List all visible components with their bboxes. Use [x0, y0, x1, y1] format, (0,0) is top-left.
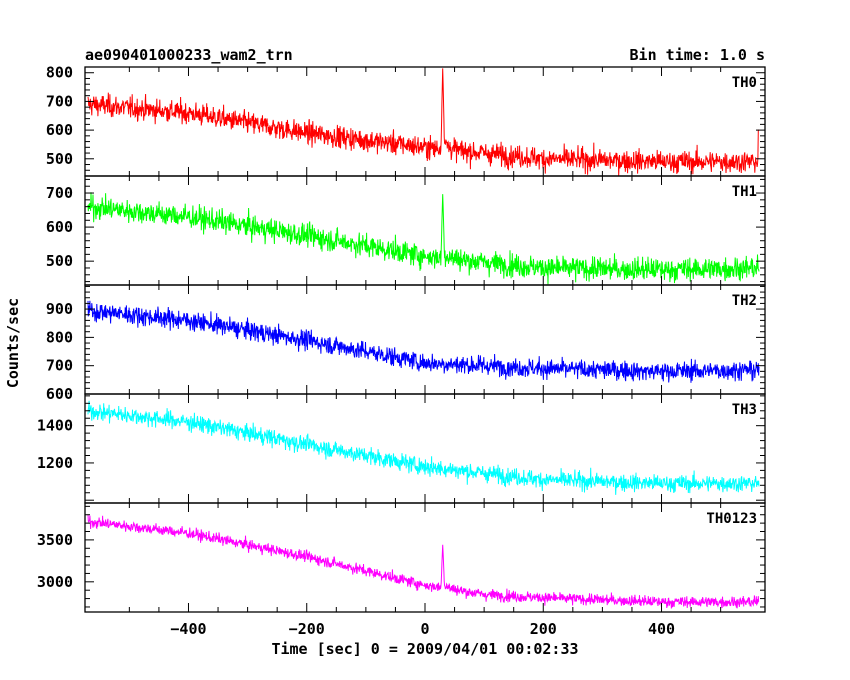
panels-group: 500 600 700 800 TH0 500 600 700 TH1 600 700 800 900 T…: [37, 64, 766, 638]
bin-time-label: Bin time: 1.0 s: [630, 46, 765, 64]
panel-label-th1: TH1: [732, 184, 757, 200]
series-line-th0: [87, 68, 759, 177]
panel-label-th0: TH0: [732, 75, 757, 91]
y-tick-label: 600: [46, 385, 73, 403]
y-tick-label: 3500: [37, 531, 73, 549]
x-tick-label: −400: [170, 620, 206, 638]
panel-label-th3: TH3: [732, 402, 757, 418]
panel-th2: 600 700 800 900 TH2: [46, 284, 766, 403]
y-tick-label: 800: [46, 328, 73, 346]
y-tick-label: 600: [46, 218, 73, 236]
panel-frame: [84, 175, 766, 286]
panel-label-th0123: TH0123: [706, 511, 757, 527]
panel-th0123: 3000 3500 TH0123 −400 −200 0 200 400: [37, 502, 766, 638]
y-tick-label: 700: [46, 357, 73, 375]
x-tick-label: 200: [530, 620, 557, 638]
y-tick-label: 600: [46, 121, 73, 139]
panel-th1: 500 600 700 TH1: [46, 175, 766, 286]
x-axis-title: Time [sec] 0 = 2009/04/01 00:02:33: [271, 640, 578, 658]
y-tick-label: 700: [46, 92, 73, 110]
y-axis-title: Counts/sec: [4, 298, 22, 388]
series-line-th0123: [87, 514, 760, 609]
y-tick-label: 900: [46, 300, 73, 318]
y-tick-label: 500: [46, 150, 73, 168]
y-tick-label: 1400: [37, 417, 73, 435]
x-tick-label: −200: [289, 620, 325, 638]
y-tick-label: 500: [46, 252, 73, 270]
panel-th0: 500 600 700 800 TH0: [46, 64, 766, 177]
series-line-th2: [87, 300, 760, 383]
panel-th3: 1200 1400 TH3: [37, 393, 766, 504]
y-tick-label: 800: [46, 64, 73, 82]
x-tick-label: 0: [420, 620, 429, 638]
panel-label-th2: TH2: [732, 293, 757, 309]
y-tick-label: 1200: [37, 454, 73, 472]
series-line-th1: [87, 192, 760, 285]
panel-frame: [84, 502, 766, 613]
x-tick-label: 400: [648, 620, 675, 638]
y-tick-label: 3000: [37, 573, 73, 591]
series-line-th3: [87, 400, 760, 495]
chart-title: ae090401000233_wam2_trn: [85, 46, 293, 64]
y-tick-label: 700: [46, 184, 73, 202]
